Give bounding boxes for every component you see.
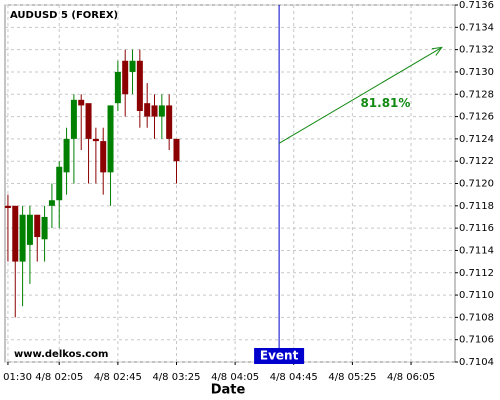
y-tick-label: 0.7110: [459, 290, 494, 301]
candle-body: [12, 205, 19, 262]
y-tick-label: 0.7126: [459, 112, 494, 123]
y-tick-label: 0.7112: [459, 268, 494, 279]
x-tick-label: 4/8 02:05: [35, 372, 83, 383]
candle-body: [166, 105, 173, 139]
candle-body: [144, 103, 151, 117]
candle-body: [19, 214, 26, 262]
y-tick-label: 0.7104: [459, 357, 494, 368]
candle-body: [85, 103, 92, 139]
candle-body: [78, 99, 85, 106]
x-tick-label: 4/8 03:25: [152, 372, 200, 383]
y-tick-label: 0.7132: [459, 45, 494, 56]
candle-body: [158, 105, 165, 117]
x-tick-label: 4/8 04:05: [211, 372, 259, 383]
x-tick-label: 4/8 01:30: [0, 372, 32, 383]
y-tick-label: 0.7114: [459, 245, 494, 256]
chart-title: AUDUSD 5 (FOREX): [10, 10, 118, 21]
x-tick-label: 4/8 02:45: [94, 372, 142, 383]
candle-body: [48, 200, 55, 206]
x-tick-label: 4/8 04:45: [270, 372, 318, 383]
arrow-line: [278, 46, 443, 144]
candle-body: [136, 60, 143, 111]
x-tick-label: 4/8 06:05: [387, 372, 435, 383]
y-tick-label: 0.7116: [459, 223, 494, 234]
arrow-head: [431, 46, 443, 56]
arrow-label: 81.81%: [360, 96, 410, 110]
y-tick-label: 0.7134: [459, 22, 494, 33]
y-tick-label: 0.7122: [459, 156, 494, 167]
candle-body: [122, 60, 129, 95]
y-tick-label: 0.7120: [459, 179, 494, 190]
candle-body: [92, 138, 99, 142]
y-tick-label: 0.7130: [459, 67, 494, 78]
candle-body: [107, 105, 114, 173]
y-tick-label: 0.7106: [459, 335, 494, 346]
y-tick-label: 0.7108: [459, 312, 494, 323]
y-tick-label: 0.7128: [459, 89, 494, 100]
candle-body: [129, 60, 136, 72]
candle-body: [56, 166, 63, 201]
candle-body: [41, 216, 48, 240]
candle-body: [173, 138, 180, 162]
y-tick-label: 0.7118: [459, 201, 494, 212]
candle-body: [63, 138, 70, 173]
x-tick-label: 4/8 05:25: [328, 372, 376, 383]
candle-body: [26, 214, 33, 245]
watermark: www.delkos.com: [14, 349, 108, 360]
candle-body: [70, 99, 77, 139]
candle-body: [114, 71, 121, 104]
y-tick-label: 0.7136: [459, 0, 494, 11]
candle-body: [100, 141, 107, 173]
x-axis-label: Date: [211, 383, 246, 398]
candle-body: [34, 214, 41, 238]
event-label-box: [254, 348, 305, 364]
candle-body: [151, 105, 158, 117]
event-label: Event: [260, 349, 299, 363]
candle-body: [4, 205, 11, 209]
y-tick-label: 0.7124: [459, 134, 494, 145]
